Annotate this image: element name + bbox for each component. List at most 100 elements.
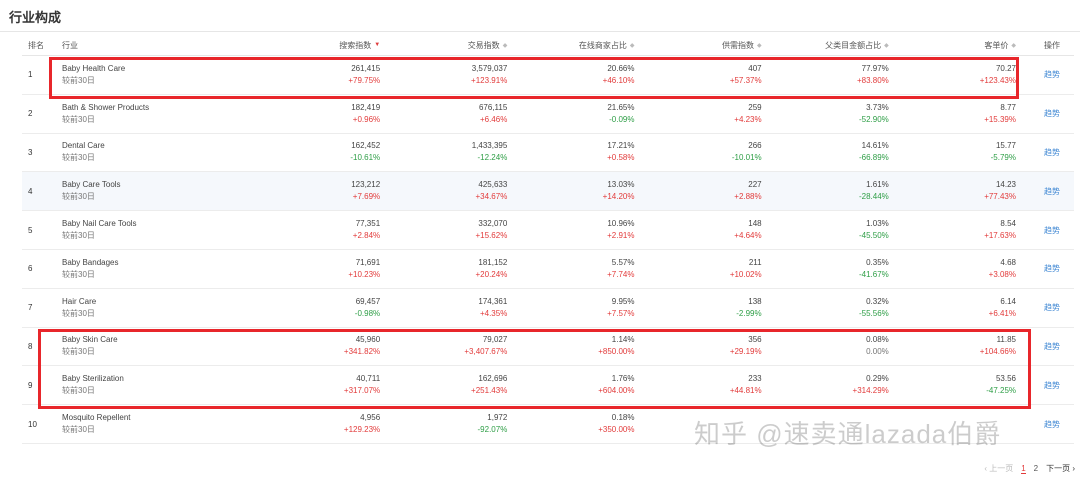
prev-page-button[interactable]: ‹ 上一页 xyxy=(984,464,1014,473)
trade-value: 3,579,037 xyxy=(471,63,508,73)
sort-desc-icon[interactable]: ▼ xyxy=(374,42,381,49)
online-change: +14.20% xyxy=(602,192,635,202)
search-change: +10.23% xyxy=(348,269,381,279)
pagination: ‹ 上一页 1 2 下一页 › xyxy=(984,463,1075,474)
trend-link[interactable]: 趋势 xyxy=(1044,225,1060,235)
parent-change: -45.50% xyxy=(858,231,889,241)
trend-link[interactable]: 趋势 xyxy=(1044,109,1060,119)
trend-link[interactable]: 趋势 xyxy=(1044,341,1060,351)
price-value: 11.85 xyxy=(996,335,1016,345)
section-title: 行业构成 xyxy=(9,10,62,25)
online-change: +350.00% xyxy=(598,425,635,435)
industry-table: 排名 行业 搜索指数 ▼ 交易指数 ◆ 在线商家占比 ◆ 供需指数 ◆ 父类目金额占比 ◆… xyxy=(22,35,1074,444)
trend-link[interactable]: 趋势 xyxy=(1044,147,1060,157)
compare-label: 较前30日 xyxy=(62,308,95,318)
search-cell: 45,960 +341.82% xyxy=(267,327,395,367)
supply-cell: 266 -10.01% xyxy=(648,133,776,173)
online-cell: 1.76% +604.00% xyxy=(521,365,649,406)
compare-label: 较前30日 xyxy=(62,269,95,279)
compare-label: 较前30日 xyxy=(62,153,95,163)
parent-value: 0.35% xyxy=(866,257,889,267)
industry-cell: Mosquito Repellent 较前30日 xyxy=(54,404,267,444)
trade-change: +123.91% xyxy=(471,75,508,85)
price-change: +6.41% xyxy=(988,308,1016,318)
price-value: 14.23 xyxy=(995,180,1016,190)
price-change: +104.66% xyxy=(979,347,1016,357)
search-change: -0.98% xyxy=(354,308,381,318)
supply-cell: 138 -2.99% xyxy=(648,288,776,328)
supply-cell xyxy=(648,404,776,444)
industry-cell: Baby Bandages 较前30日 xyxy=(54,249,267,289)
industry-cell: Baby Nail Care Tools 较前30日 xyxy=(54,210,267,250)
col-header-search[interactable]: 搜索指数 ▼ xyxy=(267,35,395,56)
parent-change: +314.29% xyxy=(852,386,889,396)
supply-value: 211 xyxy=(748,257,762,267)
rank-cell: 3 xyxy=(22,133,54,173)
industry-name: Baby Bandages xyxy=(62,257,119,267)
table-row: 2 Bath & Shower Products 较前30日 182,419 +0.96… xyxy=(22,94,1074,134)
price-value: 53.56 xyxy=(995,374,1016,384)
action-cell: 趋势 xyxy=(1030,288,1074,328)
parent-value: 0.08% xyxy=(866,335,889,345)
industry-cell: Dental Care 较前30日 xyxy=(54,133,267,173)
trade-cell: 174,361 +4.35% xyxy=(394,288,522,328)
action-cell: 趋势 xyxy=(1030,133,1074,173)
table-row: 6 Baby Bandages 较前30日 71,691 +10.23% 181,152 +… xyxy=(22,249,1074,289)
price-value: 6.14 xyxy=(1000,296,1016,306)
search-change: -10.61% xyxy=(350,153,381,163)
col-header-rank: 排名 xyxy=(22,35,54,56)
table-row: 10 Mosquito Repellent 较前30日 4,956 +129.23% 1,… xyxy=(22,404,1074,444)
price-value: 8.54 xyxy=(1000,219,1016,229)
sort-icon[interactable]: ◆ xyxy=(502,42,508,49)
col-header-trade[interactable]: 交易指数 ◆ xyxy=(394,35,522,56)
online-value: 20.66% xyxy=(607,63,635,73)
page-1-button[interactable]: 1 xyxy=(1021,463,1026,474)
price-cell: 14.23 +77.43% xyxy=(902,171,1030,212)
price-value: 70.27 xyxy=(995,63,1016,73)
trend-link[interactable]: 趋势 xyxy=(1044,380,1060,390)
online-cell: 0.18% +350.00% xyxy=(521,404,649,444)
parent-value: 3.73% xyxy=(866,102,889,112)
parent-change: -66.89% xyxy=(858,153,889,163)
online-cell: 1.14% +850.00% xyxy=(521,327,649,367)
parent-change: -52.90% xyxy=(858,114,889,124)
industry-cell: Hair Care 较前30日 xyxy=(54,288,267,328)
online-cell: 20.66% +46.10% xyxy=(521,55,649,95)
supply-change: +57.37% xyxy=(729,75,762,85)
trend-link[interactable]: 趋势 xyxy=(1044,70,1060,80)
col-header-supply[interactable]: 供需指数 ◆ xyxy=(648,35,776,56)
next-page-button[interactable]: 下一页 › xyxy=(1046,464,1075,473)
sort-icon[interactable]: ◆ xyxy=(757,42,762,49)
trend-link[interactable]: 趋势 xyxy=(1044,303,1060,313)
price-change: +77.43% xyxy=(984,192,1016,202)
rank-cell: 9 xyxy=(22,365,54,406)
sort-icon[interactable]: ◆ xyxy=(884,42,889,49)
supply-value: 356 xyxy=(748,335,762,345)
col-header-unit-price[interactable]: 客单价 ◆ xyxy=(902,35,1030,56)
trend-link[interactable]: 趋势 xyxy=(1044,186,1060,196)
trend-link[interactable]: 趋势 xyxy=(1044,419,1060,429)
trade-change: +20.24% xyxy=(475,269,508,279)
trend-link[interactable]: 趋势 xyxy=(1044,264,1060,274)
supply-value: 266 xyxy=(748,141,762,151)
supply-change: +2.88% xyxy=(734,192,762,202)
col-header-online-share[interactable]: 在线商家占比 ◆ xyxy=(521,35,649,56)
action-cell: 趋势 xyxy=(1030,327,1074,367)
page-2-button[interactable]: 2 xyxy=(1033,464,1039,473)
sort-icon[interactable]: ◆ xyxy=(1011,42,1016,49)
price-value: 15.77 xyxy=(995,141,1016,151)
supply-value: 227 xyxy=(748,180,762,190)
supply-change: +4.23% xyxy=(734,114,762,124)
supply-value: 407 xyxy=(748,63,762,73)
col-header-parent-share[interactable]: 父类目金额占比 ◆ xyxy=(775,35,903,56)
online-change: +7.57% xyxy=(607,308,635,318)
search-value: 69,457 xyxy=(355,296,381,306)
sort-icon[interactable]: ◆ xyxy=(629,42,635,49)
parent-value: 14.61% xyxy=(861,141,889,151)
search-cell: 71,691 +10.23% xyxy=(267,249,395,289)
trade-value: 181,152 xyxy=(478,257,508,267)
search-value: 182,419 xyxy=(351,102,381,112)
industry-name: Hair Care xyxy=(62,296,97,306)
supply-change: +4.64% xyxy=(734,231,762,241)
industry-name: Mosquito Repellent xyxy=(62,413,131,423)
